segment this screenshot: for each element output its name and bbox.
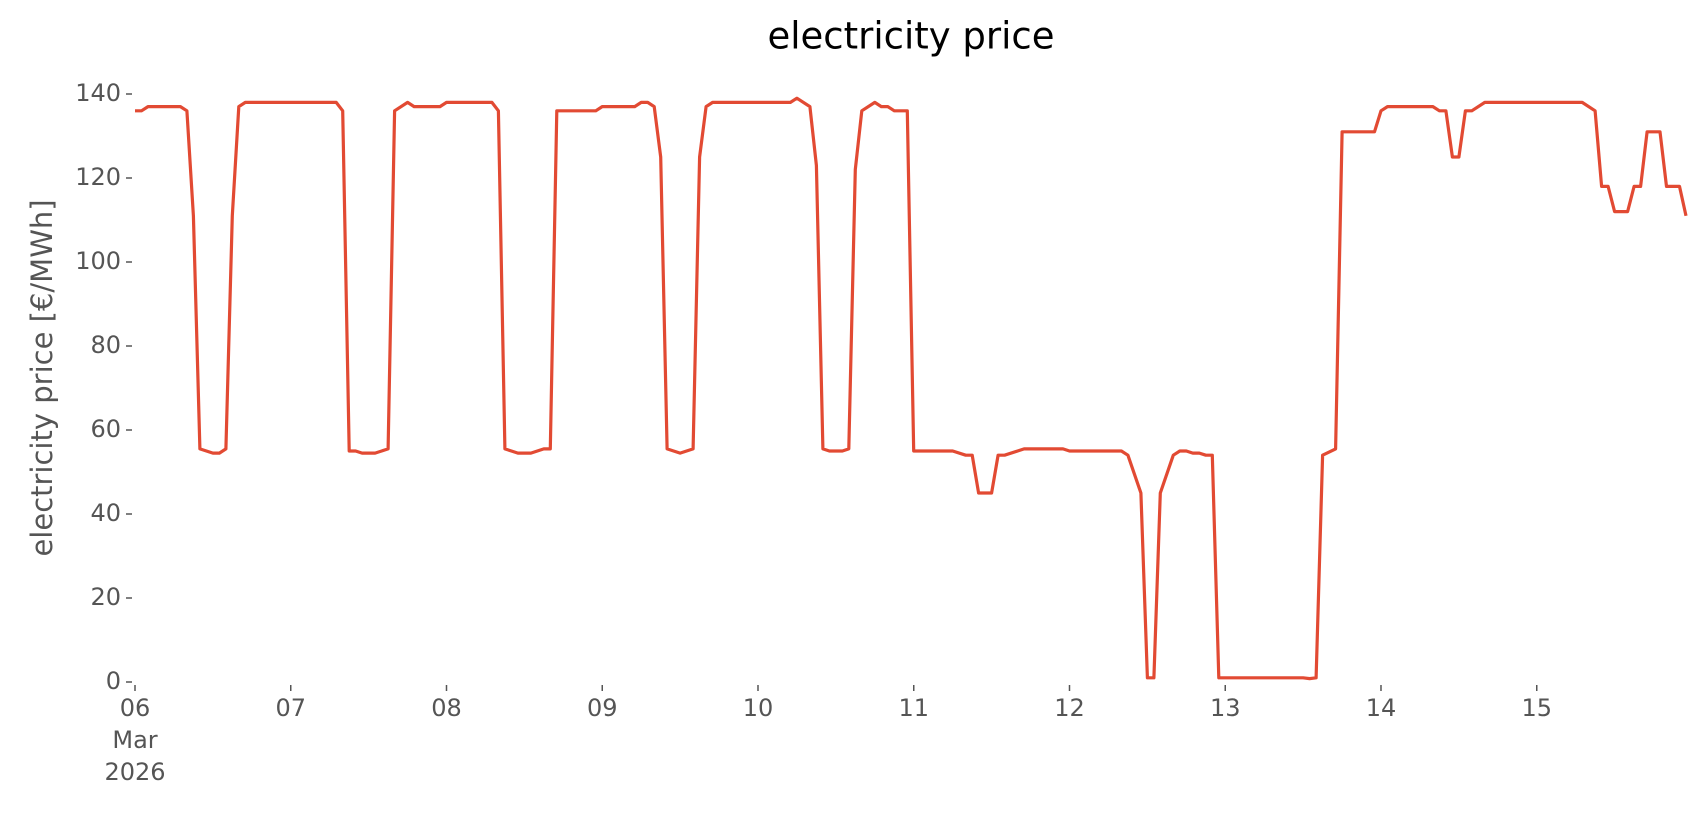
x-tick-label: 11 [898, 694, 929, 722]
y-tick-label: 0 [106, 667, 121, 695]
x-tick-label: 06 Mar 2026 [104, 694, 165, 786]
chart-title: electricity price [767, 15, 1054, 58]
y-tick-label: 100 [75, 247, 121, 275]
x-tick-label: 08 [431, 694, 462, 722]
y-tick-label: 140 [75, 79, 121, 107]
y-tick-label: 80 [90, 331, 121, 359]
x-tick-label: 09 [587, 694, 618, 722]
y-tick-label: 60 [90, 415, 121, 443]
y-axis-label: electricity price [€/MWh] [25, 199, 59, 556]
y-tick-label: 40 [90, 499, 121, 527]
price-line [135, 96, 1688, 681]
x-tick-label: 10 [743, 694, 774, 722]
y-tick-label: 20 [90, 583, 121, 611]
x-tick-label: 15 [1521, 694, 1552, 722]
x-tick-label: 07 [275, 694, 306, 722]
x-tick-label: 12 [1054, 694, 1085, 722]
y-tick-label: 120 [75, 163, 121, 191]
x-tick-label: 14 [1366, 694, 1397, 722]
x-tick-label: 13 [1210, 694, 1241, 722]
